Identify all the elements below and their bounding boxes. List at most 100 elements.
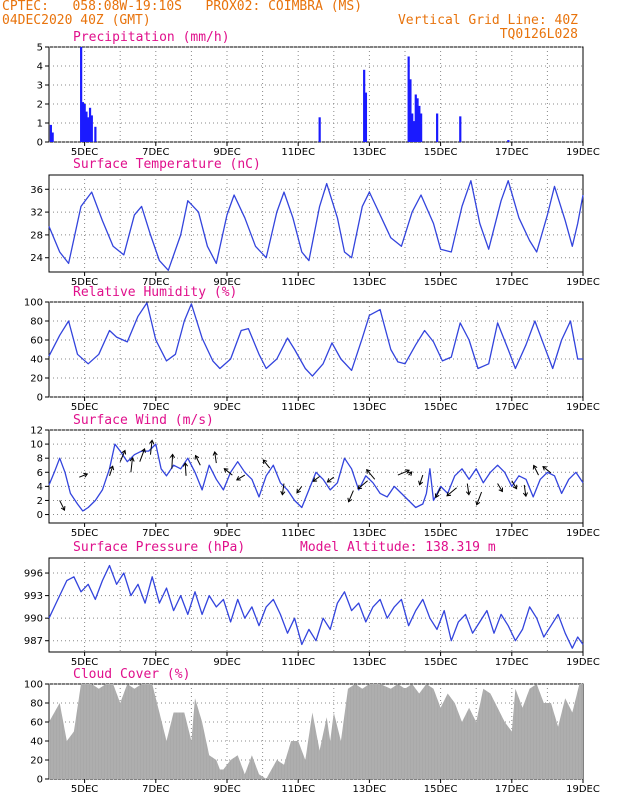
temperature-xtick-label: 9DEC xyxy=(213,277,240,288)
precip-xtick-label: 5DEC xyxy=(71,147,98,158)
wind-vector xyxy=(171,454,174,469)
wind-vector-head xyxy=(129,456,135,462)
precip-xtick-label: 7DEC xyxy=(142,147,169,158)
wind-vector xyxy=(296,486,303,494)
pressure-ytick-label: 996 xyxy=(24,569,43,580)
pressure-title: Surface Pressure (hPa) xyxy=(73,540,245,555)
wind-vector xyxy=(348,490,354,502)
precip-xtick-label: 19DEC xyxy=(566,147,600,158)
wind-vector-head xyxy=(212,450,218,456)
precip-bar xyxy=(81,102,85,142)
precip-bar xyxy=(416,98,419,142)
wind-ytick-label: 6 xyxy=(37,468,43,479)
wind-title: Surface Wind (m/s) xyxy=(73,413,214,428)
wind-panel: Surface Wind (m/s) 5DEC 7DEC 9DEC 11DEC 13DEC… xyxy=(30,413,600,539)
precip-bar xyxy=(418,105,421,142)
wind-vector-head xyxy=(109,465,115,471)
wind-vector xyxy=(130,457,133,473)
temperature-frame xyxy=(48,174,584,273)
precip-bar xyxy=(49,124,52,142)
wind-vector xyxy=(357,480,368,490)
wind-ytick-label: 0 xyxy=(37,510,43,521)
precip-ytick-label: 4 xyxy=(37,62,43,73)
cloud-cover-xtick-label: 19DEC xyxy=(566,784,600,795)
precip-bar xyxy=(85,111,88,142)
pressure-xtick-label: 13DEC xyxy=(353,657,387,668)
cloud-cover-title: Cloud Cover (%) xyxy=(73,667,190,682)
humidity-xtick-label: 15DEC xyxy=(424,402,458,413)
precip-ytick-label: 1 xyxy=(37,119,43,130)
pressure-frame xyxy=(48,557,584,653)
cloud-cover-xtick-label: 11DEC xyxy=(281,784,315,795)
pressure-series-line xyxy=(48,564,584,649)
wind-vector-head xyxy=(169,453,176,459)
wind-vector-head xyxy=(141,448,146,453)
wind-vector-head xyxy=(182,462,189,467)
precip-bar xyxy=(318,117,321,142)
wind-vector xyxy=(419,474,424,485)
wind-vector xyxy=(281,483,285,495)
wind-vector xyxy=(533,465,539,476)
wind-vector-head xyxy=(475,500,481,506)
wind-frame xyxy=(48,429,584,524)
wind-vector xyxy=(476,491,483,505)
wind-vector-head xyxy=(326,478,332,483)
cloud-cover-xtick-label: 13DEC xyxy=(353,784,387,795)
temperature-xtick-label: 15DEC xyxy=(424,277,458,288)
pressure-xtick-label: 7DEC xyxy=(142,657,169,668)
humidity-ytick-label: 60 xyxy=(30,336,43,347)
precip-bar xyxy=(80,47,83,142)
wind-ytick-label: 12 xyxy=(30,426,43,437)
precip-panel: Precipitation (mm/h) 5DEC 7DEC 9DEC 11DEC 13D… xyxy=(37,30,600,158)
wind-vector-head xyxy=(357,484,363,490)
precip-bar xyxy=(407,56,410,142)
wind-vector-head xyxy=(522,492,528,498)
temperature-series-line xyxy=(48,180,584,271)
humidity-ytick-label: 40 xyxy=(30,355,43,366)
precip-xtick-label: 17DEC xyxy=(495,147,529,158)
humidity-xtick-label: 7DEC xyxy=(142,402,169,413)
precip-bar xyxy=(507,140,510,142)
temperature-ytick-label: 28 xyxy=(30,230,43,241)
cloud-cover-ytick-label: 40 xyxy=(30,737,43,748)
pressure-ytick-label: 993 xyxy=(24,591,43,602)
precip-bar xyxy=(88,107,92,142)
wind-vector-head xyxy=(280,490,286,496)
cloud-cover-area xyxy=(49,684,583,779)
wind-vector xyxy=(214,451,217,464)
header-run-date: 04DEC2020 40Z (GMT) xyxy=(2,13,151,28)
wind-vector xyxy=(79,473,88,478)
wind-xtick-label: 11DEC xyxy=(281,528,315,539)
pressure-xtick-label: 19DEC xyxy=(566,657,600,668)
wind-ytick-label: 8 xyxy=(37,454,43,465)
cloud-cover-xtick-label: 9DEC xyxy=(213,784,240,795)
precip-ytick-label: 3 xyxy=(37,81,43,92)
cloud-cover-ytick-label: 80 xyxy=(30,699,43,710)
humidity-title: Relative Humidity (%) xyxy=(73,285,237,300)
cloud-cover-ytick-label: 60 xyxy=(30,718,43,729)
wind-vector-head xyxy=(407,471,413,476)
wind-vector-head xyxy=(366,468,371,474)
wind-ytick-label: 10 xyxy=(30,440,43,451)
wind-vector-head xyxy=(121,449,127,455)
header-model-code: TQ0126L028 xyxy=(499,27,578,42)
temperature-xtick-label: 11DEC xyxy=(281,277,315,288)
wind-vector-head xyxy=(532,464,538,470)
wind-ytick-label: 2 xyxy=(37,496,43,507)
precip-bar xyxy=(411,113,414,142)
wind-xtick-label: 9DEC xyxy=(213,528,240,539)
humidity-xtick-label: 19DEC xyxy=(566,402,600,413)
temperature-title: Surface Temperature (nC) xyxy=(73,157,261,172)
cloud-cover-ytick-label: 100 xyxy=(24,680,43,691)
wind-vector xyxy=(184,462,187,476)
wind-vector-head xyxy=(296,488,301,494)
pressure-panel: Surface Pressure (hPa) Model Altitude: 13… xyxy=(24,540,600,668)
wind-vector xyxy=(262,459,271,469)
temperature-ytick-label: 24 xyxy=(30,253,43,264)
wind-xtick-label: 19DEC xyxy=(566,528,600,539)
cloud-cover-xtick-label: 15DEC xyxy=(424,784,458,795)
wind-vector-head xyxy=(434,493,440,499)
wind-vector xyxy=(236,474,246,481)
wind-vector-head xyxy=(60,506,66,511)
wind-vector-head xyxy=(498,487,503,493)
